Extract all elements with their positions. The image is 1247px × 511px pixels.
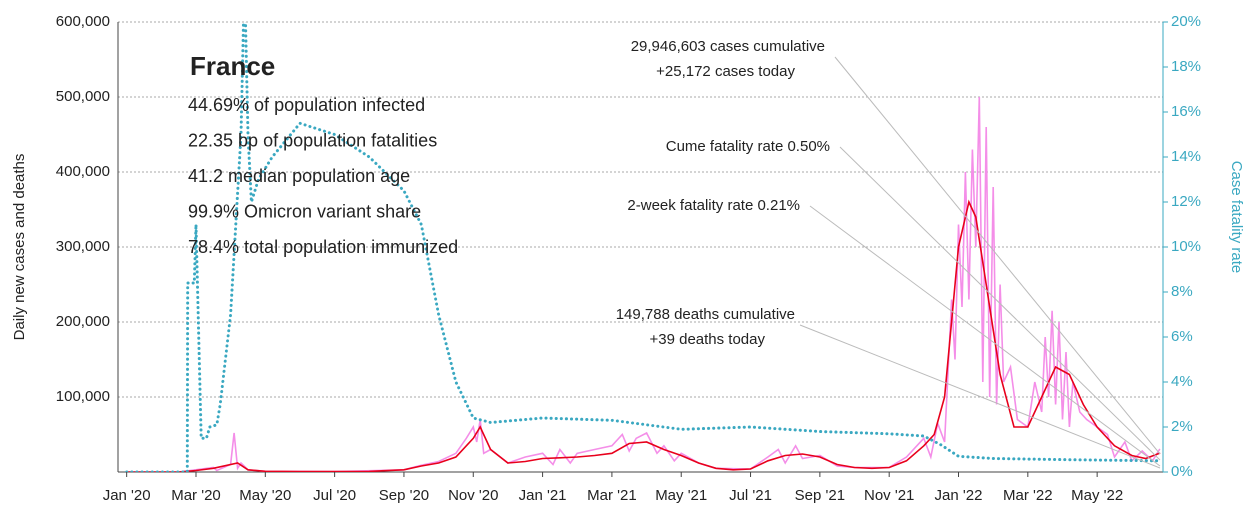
y2-tick-label: 18% bbox=[1171, 58, 1201, 75]
y-tick-label: 100,000 bbox=[56, 388, 110, 405]
y2-tick-label: 14% bbox=[1171, 148, 1201, 165]
annotation: 2-week fatality rate 0.21% bbox=[627, 197, 800, 214]
y2-axis-label: Case fatality rate bbox=[1228, 161, 1245, 274]
annotation: Cume fatality rate 0.50% bbox=[666, 138, 830, 155]
x-tick-label: Nov '20 bbox=[448, 487, 498, 504]
plot-area bbox=[125, 22, 1161, 472]
x-tick-label: Sep '20 bbox=[379, 487, 429, 504]
y2-tick-label: 0% bbox=[1171, 463, 1193, 480]
leader-line bbox=[809, 205, 1161, 467]
series-line bbox=[125, 96, 1161, 472]
leader-line bbox=[839, 146, 1161, 461]
x-tick-label: Jul '20 bbox=[313, 487, 356, 504]
series-line bbox=[125, 199, 1161, 472]
y2-tick-label: 10% bbox=[1171, 238, 1201, 255]
y-tick-label: 500,000 bbox=[56, 88, 110, 105]
info-title: France bbox=[190, 51, 275, 81]
x-tick-label: Jul '21 bbox=[729, 487, 772, 504]
leader-line bbox=[834, 56, 1161, 455]
info-line: 78.4% total population immunized bbox=[188, 237, 458, 257]
y2-tick-label: 20% bbox=[1171, 13, 1201, 30]
info-line: 99.9% Omicron variant share bbox=[188, 201, 421, 221]
y-tick-label: 200,000 bbox=[56, 313, 110, 330]
x-tick-label: Mar '21 bbox=[587, 487, 637, 504]
y2-tick-label: 2% bbox=[1171, 418, 1193, 435]
info-line: 41.2 median population age bbox=[188, 166, 410, 186]
x-tick-label: May '21 bbox=[655, 487, 707, 504]
y-tick-label: 400,000 bbox=[56, 163, 110, 180]
x-tick-label: Jan '22 bbox=[935, 487, 983, 504]
y2-tick-label: 8% bbox=[1171, 283, 1193, 300]
x-tick-label: May '20 bbox=[239, 487, 291, 504]
y-tick-label: 600,000 bbox=[56, 13, 110, 30]
y2-tick-label: 16% bbox=[1171, 103, 1201, 120]
y2-tick-label: 12% bbox=[1171, 193, 1201, 210]
leader-line bbox=[799, 324, 1161, 469]
y2-tick-label: 6% bbox=[1171, 328, 1193, 345]
x-tick-label: Mar '20 bbox=[171, 487, 221, 504]
x-tick-label: May '22 bbox=[1071, 487, 1123, 504]
x-tick-label: Mar '22 bbox=[1003, 487, 1053, 504]
y-tick-label: 300,000 bbox=[56, 238, 110, 255]
annotation: +25,172 cases today bbox=[656, 63, 795, 80]
x-tick-label: Jan '21 bbox=[519, 487, 567, 504]
annotation: 29,946,603 cases cumulative bbox=[631, 38, 825, 55]
series-line bbox=[125, 22, 1161, 472]
info-line: 22.35 bp of population fatalities bbox=[188, 130, 437, 150]
info-line: 44.69% of population infected bbox=[188, 95, 425, 115]
x-tick-label: Nov '21 bbox=[864, 487, 914, 504]
x-tick-label: Sep '21 bbox=[795, 487, 845, 504]
y2-tick-label: 4% bbox=[1171, 373, 1193, 390]
x-tick-label: Jan '20 bbox=[103, 487, 151, 504]
annotation: +39 deaths today bbox=[649, 331, 765, 348]
y-axis-label: Daily new cases and deaths bbox=[11, 154, 28, 341]
annotation: 149,788 deaths cumulative bbox=[616, 306, 795, 323]
